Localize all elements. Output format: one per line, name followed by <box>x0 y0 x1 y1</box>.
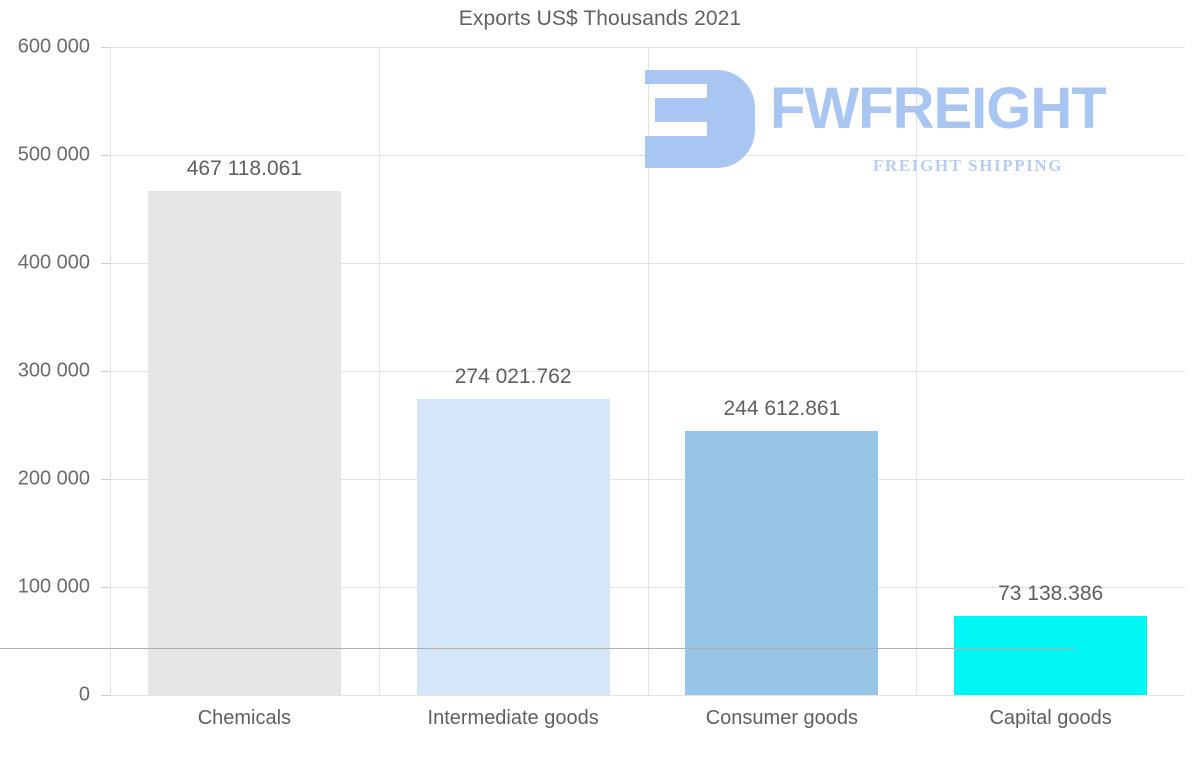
plot-area <box>110 47 1185 696</box>
gridline-x-0 <box>110 47 111 695</box>
x-axis-baseline <box>0 648 1075 649</box>
y-tick-label: 0 <box>78 683 90 706</box>
y-tick-label: 500 000 <box>17 143 90 166</box>
y-tick-label: 600 000 <box>17 35 90 58</box>
gridline-y-3 <box>110 371 1185 372</box>
gridline-y-1 <box>110 587 1185 588</box>
x-tick-label: Chemicals <box>197 707 292 729</box>
y-tick-label: 300 000 <box>17 359 90 382</box>
gridline-x-2 <box>648 47 649 695</box>
y-tick-label: 400 000 <box>17 251 90 274</box>
x-tick-label: Capital goods <box>989 707 1112 729</box>
bar[interactable] <box>954 616 1148 695</box>
y-tick-mark <box>101 155 110 156</box>
bar-value-label: 244 612.861 <box>723 396 841 420</box>
gridline-x-3 <box>916 47 917 695</box>
bar[interactable] <box>685 430 879 695</box>
bar-value-label: 274 021.762 <box>454 365 572 389</box>
x-tick-label: Intermediate goods <box>427 707 599 729</box>
y-tick-mark <box>101 695 110 696</box>
y-tick-mark <box>101 263 110 264</box>
y-tick-mark <box>101 371 110 372</box>
y-tick-label: 200 000 <box>17 467 90 490</box>
y-tick-mark <box>101 587 110 588</box>
gridline-x-1 <box>379 47 380 695</box>
chart-title: Exports US$ Thousands 2021 <box>458 7 742 30</box>
gridline-y-4 <box>110 263 1185 264</box>
gridline-y-0 <box>110 695 1185 696</box>
y-tick-mark <box>101 479 110 480</box>
x-tick-label: Consumer goods <box>705 707 859 729</box>
bar[interactable] <box>416 399 610 695</box>
bar-value-label: 467 118.061 <box>186 156 302 180</box>
bar-value-label: 73 138.386 <box>998 582 1104 605</box>
bar[interactable] <box>147 190 341 695</box>
gridline-y-2 <box>110 479 1185 480</box>
y-tick-label: 100 000 <box>17 575 90 598</box>
y-tick-mark <box>101 47 110 48</box>
gridline-y-6 <box>110 47 1185 48</box>
